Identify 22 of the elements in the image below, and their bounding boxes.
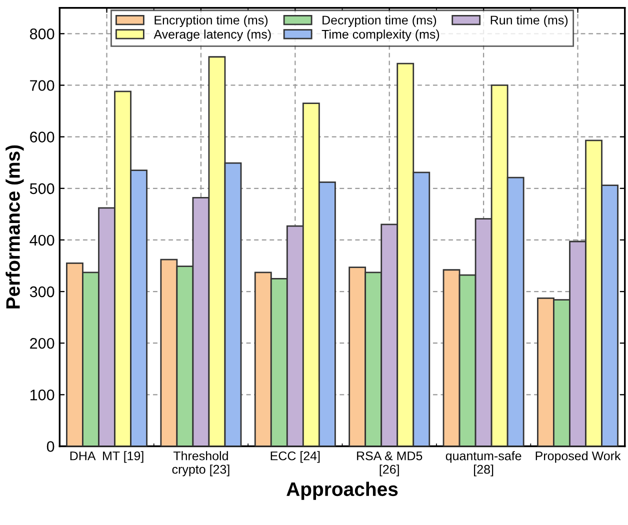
y-tick-label: 100 [30,390,54,400]
y-tick-label: 500 [30,183,54,194]
legend-label: Decryption time (ms) [322,15,436,28]
y-tick-label: 800 [30,28,54,40]
y-axis-title: Performance (ms) [6,145,24,308]
legend-label: Run time (ms) [490,15,568,28]
y-tick-label: 700 [30,80,54,91]
y-tick-label: 400 [30,234,54,246]
x-tick-label: Proposed Work [536,451,621,463]
x-tick-label: ECC [24] [270,451,320,463]
x-tick-label: quantum-safe [28] [446,451,522,476]
legend-label: Encryption time (ms) [154,15,268,28]
x-tick-label: DHA MT [19] [70,451,144,463]
x-axis-title: Approaches [286,482,398,500]
legend-label: Time complexity (ms) [322,30,440,42]
legend-label: Average latency (ms) [154,30,271,42]
y-tick-label: 0 [46,441,54,452]
x-tick-label: Threshold crypto [23] [172,451,230,476]
y-tick-label: 600 [30,132,54,142]
y-tick-label: 300 [30,286,54,298]
x-tick-label: RSA & MD5 [26] [357,451,422,476]
y-tick-label: 200 [30,338,54,349]
